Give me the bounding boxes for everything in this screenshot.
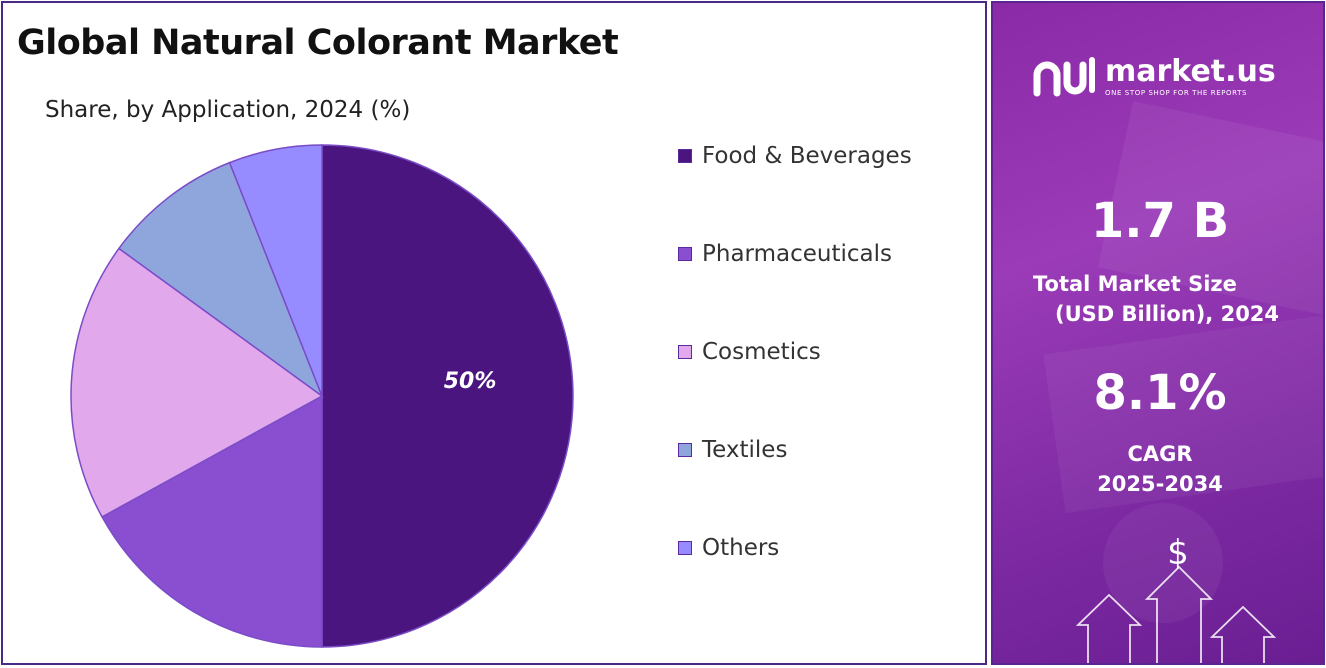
cagr-label: CAGR: [1127, 442, 1193, 466]
pie-slice-others: [228, 144, 323, 397]
legend-swatch: [678, 541, 692, 555]
legend-label: Others: [702, 535, 780, 561]
cagr-value: 8.1%: [1093, 365, 1227, 421]
chart-panel: Global Natural Colorant Market Share, by…: [1, 1, 987, 665]
market-us-logo-icon: [1033, 57, 1095, 97]
legend-swatch: [678, 443, 692, 457]
market-size-label-line2: (USD Billion), 2024: [1055, 302, 1280, 326]
legend-swatch: [678, 149, 692, 163]
legend-label: Food & Beverages: [702, 143, 912, 169]
arrow-up-icon: [1075, 565, 1277, 663]
stats-panel: market.us ONE STOP SHOP FOR THE REPORTS …: [991, 1, 1325, 665]
pie-slice-food-beverages: [321, 144, 574, 648]
pie-chart: 50%: [70, 144, 574, 648]
legend-item: Food & Beverages: [678, 143, 912, 169]
brand-name: market.us: [1105, 54, 1276, 89]
pie-slice-pharmaceuticals: [101, 394, 323, 648]
legend-label: Pharmaceuticals: [702, 241, 892, 267]
pie-data-label: 50%: [444, 369, 497, 394]
legend-item: Others: [678, 535, 779, 561]
market-size-value: 1.7 B: [1090, 193, 1230, 249]
pie-slice-textiles: [117, 161, 324, 399]
pie-slice-cosmetics: [70, 247, 324, 518]
background-decoration: [1043, 100, 1323, 663]
brand-logo: market.us ONE STOP SHOP FOR THE REPORTS: [1033, 53, 1276, 101]
legend-item: Cosmetics: [678, 339, 821, 365]
brand-tagline: ONE STOP SHOP FOR THE REPORTS: [1105, 89, 1248, 97]
chart-subtitle: Share, by Application, 2024 (%): [45, 97, 411, 123]
legend-item: Pharmaceuticals: [678, 241, 892, 267]
legend-label: Textiles: [702, 437, 788, 463]
cagr-period: 2025-2034: [1097, 472, 1223, 496]
legend-swatch: [678, 345, 692, 359]
legend-swatch: [678, 247, 692, 261]
legend-label: Cosmetics: [702, 339, 821, 365]
dollar-icon: $: [1167, 533, 1189, 573]
market-size-label-line1: Total Market Size: [1033, 272, 1237, 296]
legend-item: Textiles: [678, 437, 787, 463]
chart-title: Global Natural Colorant Market: [17, 23, 619, 63]
